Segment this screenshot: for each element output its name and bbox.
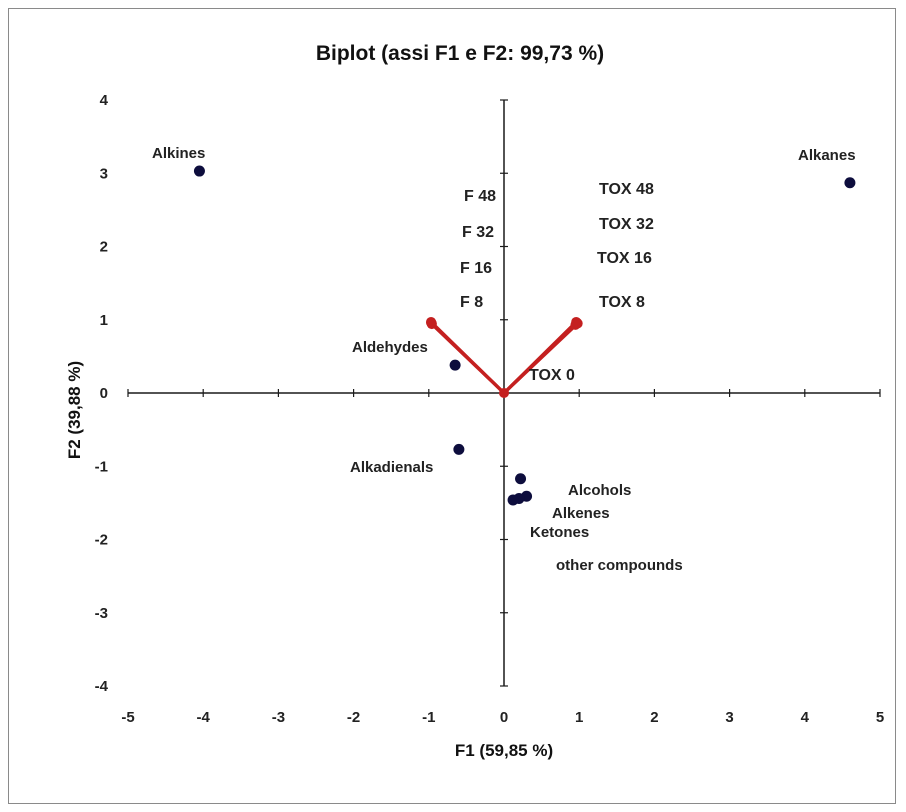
variable-label: F 48 bbox=[464, 188, 496, 205]
y-tick-label: -2 bbox=[95, 532, 108, 549]
observation-point bbox=[193, 165, 205, 177]
x-tick-label: -3 bbox=[272, 709, 285, 726]
observation-label: Alkanes bbox=[798, 147, 856, 164]
variable-label: TOX 16 bbox=[597, 250, 652, 267]
variable-label: F 32 bbox=[462, 224, 494, 241]
observation-point bbox=[453, 443, 465, 455]
loading-vector-end bbox=[426, 319, 437, 330]
observation-label: other compounds bbox=[556, 557, 683, 574]
x-tick-label: 0 bbox=[500, 709, 508, 726]
observation-label: Alkenes bbox=[552, 505, 610, 522]
x-tick-label: 1 bbox=[575, 709, 583, 726]
y-tick-label: 3 bbox=[100, 165, 108, 182]
x-tick-label: -2 bbox=[347, 709, 360, 726]
observation-label: Alkadienals bbox=[350, 459, 433, 476]
x-tick-label: 2 bbox=[650, 709, 658, 726]
variable-label: TOX 32 bbox=[599, 216, 654, 233]
vector-origin bbox=[499, 388, 509, 398]
y-tick-label: -4 bbox=[95, 678, 109, 695]
plot-area: -5 -4 -3 -2 -1 0 1 2 3 4 5 4 3 2 1 0 -1 -2 -3 -4 F 48 F 32 F 1… bbox=[95, 92, 885, 726]
x-tick-label: -5 bbox=[121, 709, 134, 726]
y-tick-label: -1 bbox=[95, 458, 108, 475]
observation-point bbox=[515, 473, 527, 485]
y-tick-label: 1 bbox=[100, 312, 108, 329]
observation-point bbox=[449, 359, 461, 371]
variable-label: F 8 bbox=[460, 294, 483, 311]
y-tick-label: 4 bbox=[100, 92, 109, 109]
variable-label: TOX 8 bbox=[599, 294, 645, 311]
y-axis-title: F2 (39,88 %) bbox=[65, 361, 84, 459]
observation-point bbox=[507, 494, 519, 506]
x-tick-label: 4 bbox=[801, 709, 810, 726]
x-tick-label: -4 bbox=[197, 709, 211, 726]
x-axis-title: F1 (59,85 %) bbox=[455, 741, 553, 760]
y-tick-label: 2 bbox=[100, 239, 108, 256]
observation-label: Alkines bbox=[152, 145, 205, 162]
observation-label: Alcohols bbox=[568, 482, 631, 499]
observation-label: Ketones bbox=[530, 524, 589, 541]
chart-title: Biplot (assi F1 e F2: 99,73 %) bbox=[316, 42, 604, 65]
x-tick-label: 5 bbox=[876, 709, 884, 726]
loading-vector-end bbox=[570, 319, 581, 330]
variable-label: TOX 48 bbox=[599, 181, 654, 198]
variable-label: TOX 0 bbox=[529, 367, 575, 384]
observation-label: Aldehydes bbox=[352, 339, 428, 356]
x-tick-label: 3 bbox=[725, 709, 733, 726]
observation-point bbox=[844, 177, 856, 189]
loading-vector bbox=[430, 322, 506, 395]
variable-label: F 16 bbox=[460, 260, 492, 277]
y-tick-label: -3 bbox=[95, 605, 108, 622]
loading-vector bbox=[502, 323, 578, 395]
x-tick-label: -1 bbox=[422, 709, 435, 726]
y-tick-label: 0 bbox=[100, 385, 108, 402]
chart-frame bbox=[8, 8, 896, 804]
